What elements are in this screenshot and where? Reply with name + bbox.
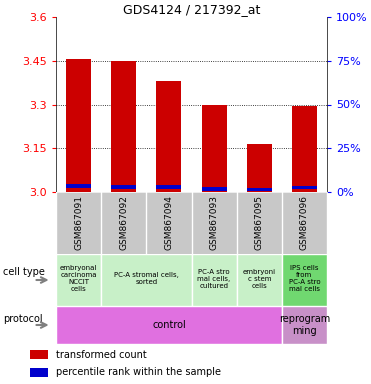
Bar [30,350,48,359]
Text: IPS cells
from
PC-A stro
mal cells: IPS cells from PC-A stro mal cells [289,265,320,293]
Bar [157,81,181,192]
Text: percentile rank within the sample: percentile rank within the sample [56,367,221,377]
Bar [282,254,327,306]
Bar [56,306,282,344]
Text: GSM867091: GSM867091 [74,195,83,250]
Bar [191,254,237,306]
Bar [111,185,136,189]
Bar [101,254,191,306]
Bar [247,188,272,191]
Bar [157,185,181,189]
Bar [292,185,317,189]
Text: GSM867095: GSM867095 [255,195,264,250]
Bar [30,368,48,377]
Text: PC-A stromal cells,
sorted: PC-A stromal cells, sorted [114,273,179,285]
Bar [282,306,327,344]
Text: reprogram
ming: reprogram ming [279,314,330,336]
Text: protocol: protocol [3,314,42,324]
Text: GSM867094: GSM867094 [164,195,173,250]
Text: PC-A stro
mal cells,
cultured: PC-A stro mal cells, cultured [197,269,231,289]
Text: GSM867093: GSM867093 [210,195,219,250]
Text: cell type: cell type [3,267,45,277]
Bar [247,144,272,192]
Text: embryoni
c stem
cells: embryoni c stem cells [243,269,276,289]
Title: GDS4124 / 217392_at: GDS4124 / 217392_at [123,3,260,16]
Text: transformed count: transformed count [56,350,147,360]
Text: control: control [152,320,186,330]
Text: GSM867092: GSM867092 [119,195,128,250]
Bar [66,59,91,192]
Bar [202,104,227,192]
Bar [56,254,101,306]
Bar [292,106,317,192]
Text: GSM867096: GSM867096 [300,195,309,250]
Bar [111,61,136,192]
Bar [66,184,91,188]
Bar [237,254,282,306]
Text: embryonal
carcinoma
NCCIT
cells: embryonal carcinoma NCCIT cells [60,265,97,293]
Bar [202,187,227,190]
